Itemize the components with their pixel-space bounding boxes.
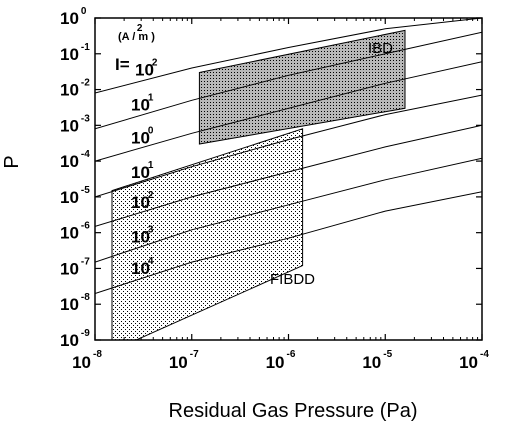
series-line-0 — [95, 18, 482, 94]
shaded-regions — [111, 29, 406, 340]
y-tick-label: 10 0 — [60, 6, 87, 28]
y-tick-label: 10 -2 — [60, 78, 90, 100]
region-label-ibd: IBD — [368, 40, 393, 57]
curve-label-2: 100 — [131, 125, 154, 147]
series-line-3 — [95, 94, 482, 198]
x-tick-label: 10 -4 — [459, 349, 489, 372]
y-tick-label: 10 -8 — [60, 292, 90, 314]
region-fibdd — [111, 128, 304, 340]
series-line-5 — [95, 157, 482, 263]
y-tick-label: 10 -1 — [60, 42, 90, 64]
y-tick-label: 10 -5 — [60, 185, 90, 207]
series-line-6 — [95, 191, 482, 294]
x-axis: 10 -8 10 -7 10 -6 10 -5 10 -4 — [72, 18, 489, 372]
curve-label-5: 103 — [131, 225, 154, 247]
series-line-1 — [95, 31, 482, 130]
series-line-2 — [95, 61, 482, 162]
x-axis-label: Residual Gas Pressure (Pa) — [169, 400, 418, 422]
y-tick-label: 10 -7 — [60, 256, 90, 278]
y-tick-label: 10 -4 — [60, 149, 90, 171]
region-label-fibdd: FIBDD — [270, 271, 315, 288]
curve-label-0: 102 — [135, 57, 158, 79]
series-lines — [95, 18, 482, 294]
curve-label-6: 104 — [131, 256, 154, 278]
y-tick-label: 10 -9 — [60, 328, 90, 350]
y-axis-label: P — [1, 155, 23, 168]
curve-label-1: 101 — [131, 93, 154, 115]
x-tick-label: 10 -5 — [362, 349, 392, 372]
series-line-4 — [95, 124, 482, 227]
curve-label-3: 101 — [131, 160, 154, 182]
x-tick-label: 10 -6 — [266, 349, 296, 372]
x-tick-label: 10 -8 — [72, 349, 102, 372]
annotations: (A / m )2 I= 102 101 100 101 102 103 104 IBD F… — [115, 23, 393, 288]
y-tick-label: 10 -3 — [60, 113, 90, 135]
x-tick-label: 10 -7 — [169, 349, 199, 372]
y-tick-label: 10 -6 — [60, 221, 90, 243]
curve-prefix: I= — [115, 55, 130, 74]
units-label: (A / m )2 — [118, 23, 155, 43]
curve-label-4: 102 — [131, 190, 154, 212]
region-ibd — [198, 29, 406, 145]
